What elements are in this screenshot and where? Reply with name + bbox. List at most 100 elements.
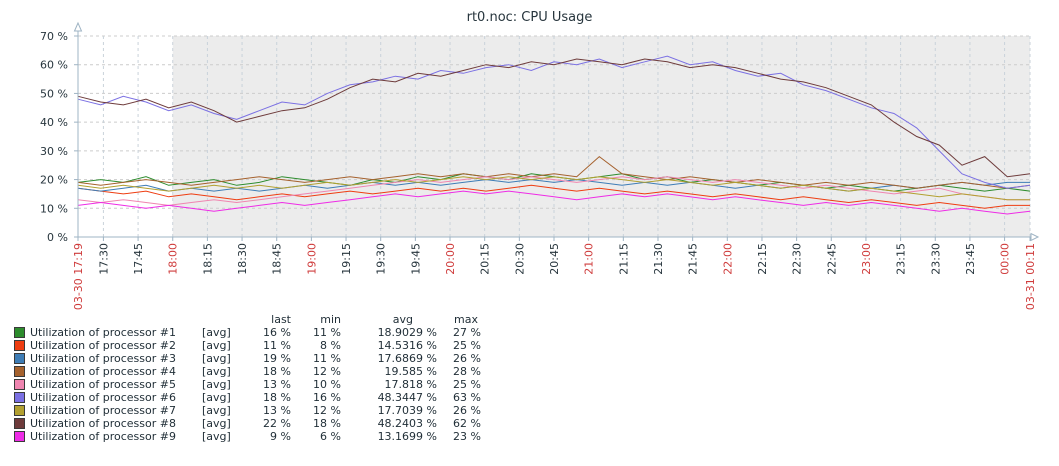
x-axis-label: 21:30 (652, 243, 665, 275)
y-axis-label: 70 % (40, 30, 68, 43)
x-axis-label: 18:30 (236, 243, 249, 275)
x-axis-label: 22:30 (791, 243, 804, 275)
legend-avg-value: 17.818 % (384, 378, 437, 391)
legend-column-header-max: max (454, 313, 478, 326)
legend-max-value: 27 % (453, 326, 481, 339)
x-axis-label: 03-30 17:19 (72, 243, 85, 310)
legend-row-processor-2: Utilization of processor #2 [avg] 11 % 8 % 1… (0, 339, 481, 352)
x-axis-label: 18:00 (167, 243, 180, 275)
y-axis-label: 10 % (40, 202, 68, 215)
legend-series-label: Utilization of processor #4 (30, 365, 176, 378)
legend-last-value: 18 % (263, 391, 291, 404)
legend-function-label: [avg] (202, 326, 231, 339)
legend-function-label: [avg] (202, 365, 231, 378)
y-axis-label: 60 % (40, 59, 68, 72)
x-axis-label: 19:00 (305, 243, 318, 275)
legend-avg-value: 18.9029 % (377, 326, 437, 339)
legend-color-swatch (14, 418, 25, 429)
legend-avg-value: 48.2403 % (377, 417, 437, 430)
legend-last-value: 13 % (263, 378, 291, 391)
legend-max-value: 26 % (453, 352, 481, 365)
legend-function-label: [avg] (202, 378, 231, 391)
legend-color-swatch (14, 431, 25, 442)
legend-row-processor-8: Utilization of processor #8 [avg] 22 % 18 %… (0, 417, 481, 430)
legend: last min avg max Utilization of processor #1… (0, 313, 481, 443)
legend-function-label: [avg] (202, 430, 231, 443)
x-axis-label: 17:45 (132, 243, 145, 275)
legend-column-header-avg: avg (392, 313, 413, 326)
legend-min-value: 16 % (313, 391, 341, 404)
x-axis-arrow (1030, 232, 1040, 242)
legend-color-swatch (14, 340, 25, 351)
series-line-processor-6 (77, 55, 1031, 189)
legend-row-processor-3: Utilization of processor #3 [avg] 19 % 11 %… (0, 352, 481, 365)
legend-series-label: Utilization of processor #7 (30, 404, 176, 417)
x-axis-label: 18:45 (271, 243, 284, 275)
legend-min-value: 11 % (313, 352, 341, 365)
legend-color-swatch (14, 353, 25, 364)
legend-function-label: [avg] (202, 417, 231, 430)
legend-min-value: 6 % (320, 430, 341, 443)
legend-last-value: 19 % (263, 352, 291, 365)
x-axis-label: 21:15 (617, 243, 630, 275)
x-axis-label: 22:45 (825, 243, 838, 275)
series-line-processor-5 (77, 176, 1030, 206)
legend-color-swatch (14, 327, 25, 338)
legend-function-label: [avg] (202, 404, 231, 417)
x-axis-label: 21:00 (583, 243, 596, 275)
y-axis-label: 50 % (40, 87, 68, 100)
legend-row-processor-9: Utilization of processor #9 [avg] 9 % 6 % 13… (0, 430, 481, 443)
legend-min-value: 10 % (313, 378, 341, 391)
legend-header-row: last min avg max (0, 313, 481, 326)
legend-min-value: 12 % (313, 404, 341, 417)
legend-series-label: Utilization of processor #9 (30, 430, 176, 443)
legend-last-value: 18 % (263, 365, 291, 378)
legend-min-value: 18 % (313, 417, 341, 430)
series-line-processor-9 (77, 190, 1031, 215)
legend-column-header-min: min (320, 313, 341, 326)
legend-last-value: 11 % (263, 339, 291, 352)
legend-avg-value: 17.7039 % (377, 404, 437, 417)
legend-avg-value: 17.6869 % (377, 352, 437, 365)
legend-series-label: Utilization of processor #3 (30, 352, 176, 365)
legend-function-label: [avg] (202, 352, 231, 365)
legend-max-value: 26 % (453, 404, 481, 417)
legend-avg-value: 19.585 % (384, 365, 437, 378)
x-axis-label: 21:45 (687, 243, 700, 275)
y-axis-label: 0 % (47, 231, 68, 244)
x-axis-label: 23:00 (860, 243, 873, 275)
legend-color-swatch (14, 405, 25, 416)
legend-max-value: 23 % (453, 430, 481, 443)
legend-row-processor-4: Utilization of processor #4 [avg] 18 % 12 %… (0, 365, 481, 378)
legend-color-swatch (14, 392, 25, 403)
cpu-usage-graph[interactable]: 0 % 10 % 20 % 30 % 40 % 50 % 60 % 70 % 03-30 17:… (0, 0, 1059, 310)
x-axis-label: 23:45 (964, 243, 977, 275)
legend-max-value: 25 % (453, 378, 481, 391)
legend-avg-value: 13.1699 % (377, 430, 437, 443)
series-line-processor-7 (77, 176, 1030, 201)
legend-min-value: 12 % (313, 365, 341, 378)
x-axis-label: 18:15 (201, 243, 214, 275)
x-axis-label: 20:45 (548, 243, 561, 275)
x-axis-label: 23:15 (895, 243, 908, 275)
legend-color-swatch (14, 379, 25, 390)
x-axis-label: 19:30 (375, 243, 388, 275)
x-axis-label: 03-31 00:11 (1024, 243, 1037, 310)
legend-series-label: Utilization of processor #2 (30, 339, 176, 352)
y-axis-label: 20 % (40, 174, 68, 187)
legend-series-label: Utilization of processor #5 (30, 378, 176, 391)
legend-color-swatch (14, 366, 25, 377)
legend-series-label: Utilization of processor #8 (30, 417, 176, 430)
legend-series-label: Utilization of processor #1 (30, 326, 176, 339)
x-axis-label: 17:30 (97, 243, 110, 275)
legend-series-label: Utilization of processor #6 (30, 391, 176, 404)
y-axis-arrow (73, 21, 83, 32)
series-line-processor-4 (77, 155, 1031, 189)
legend-min-value: 8 % (320, 339, 341, 352)
legend-function-label: [avg] (202, 339, 231, 352)
legend-max-value: 62 % (453, 417, 481, 430)
legend-avg-value: 14.5316 % (377, 339, 437, 352)
legend-row-processor-5: Utilization of processor #5 [avg] 13 % 10 %… (0, 378, 481, 391)
legend-last-value: 16 % (263, 326, 291, 339)
x-axis-label: 20:30 (513, 243, 526, 275)
